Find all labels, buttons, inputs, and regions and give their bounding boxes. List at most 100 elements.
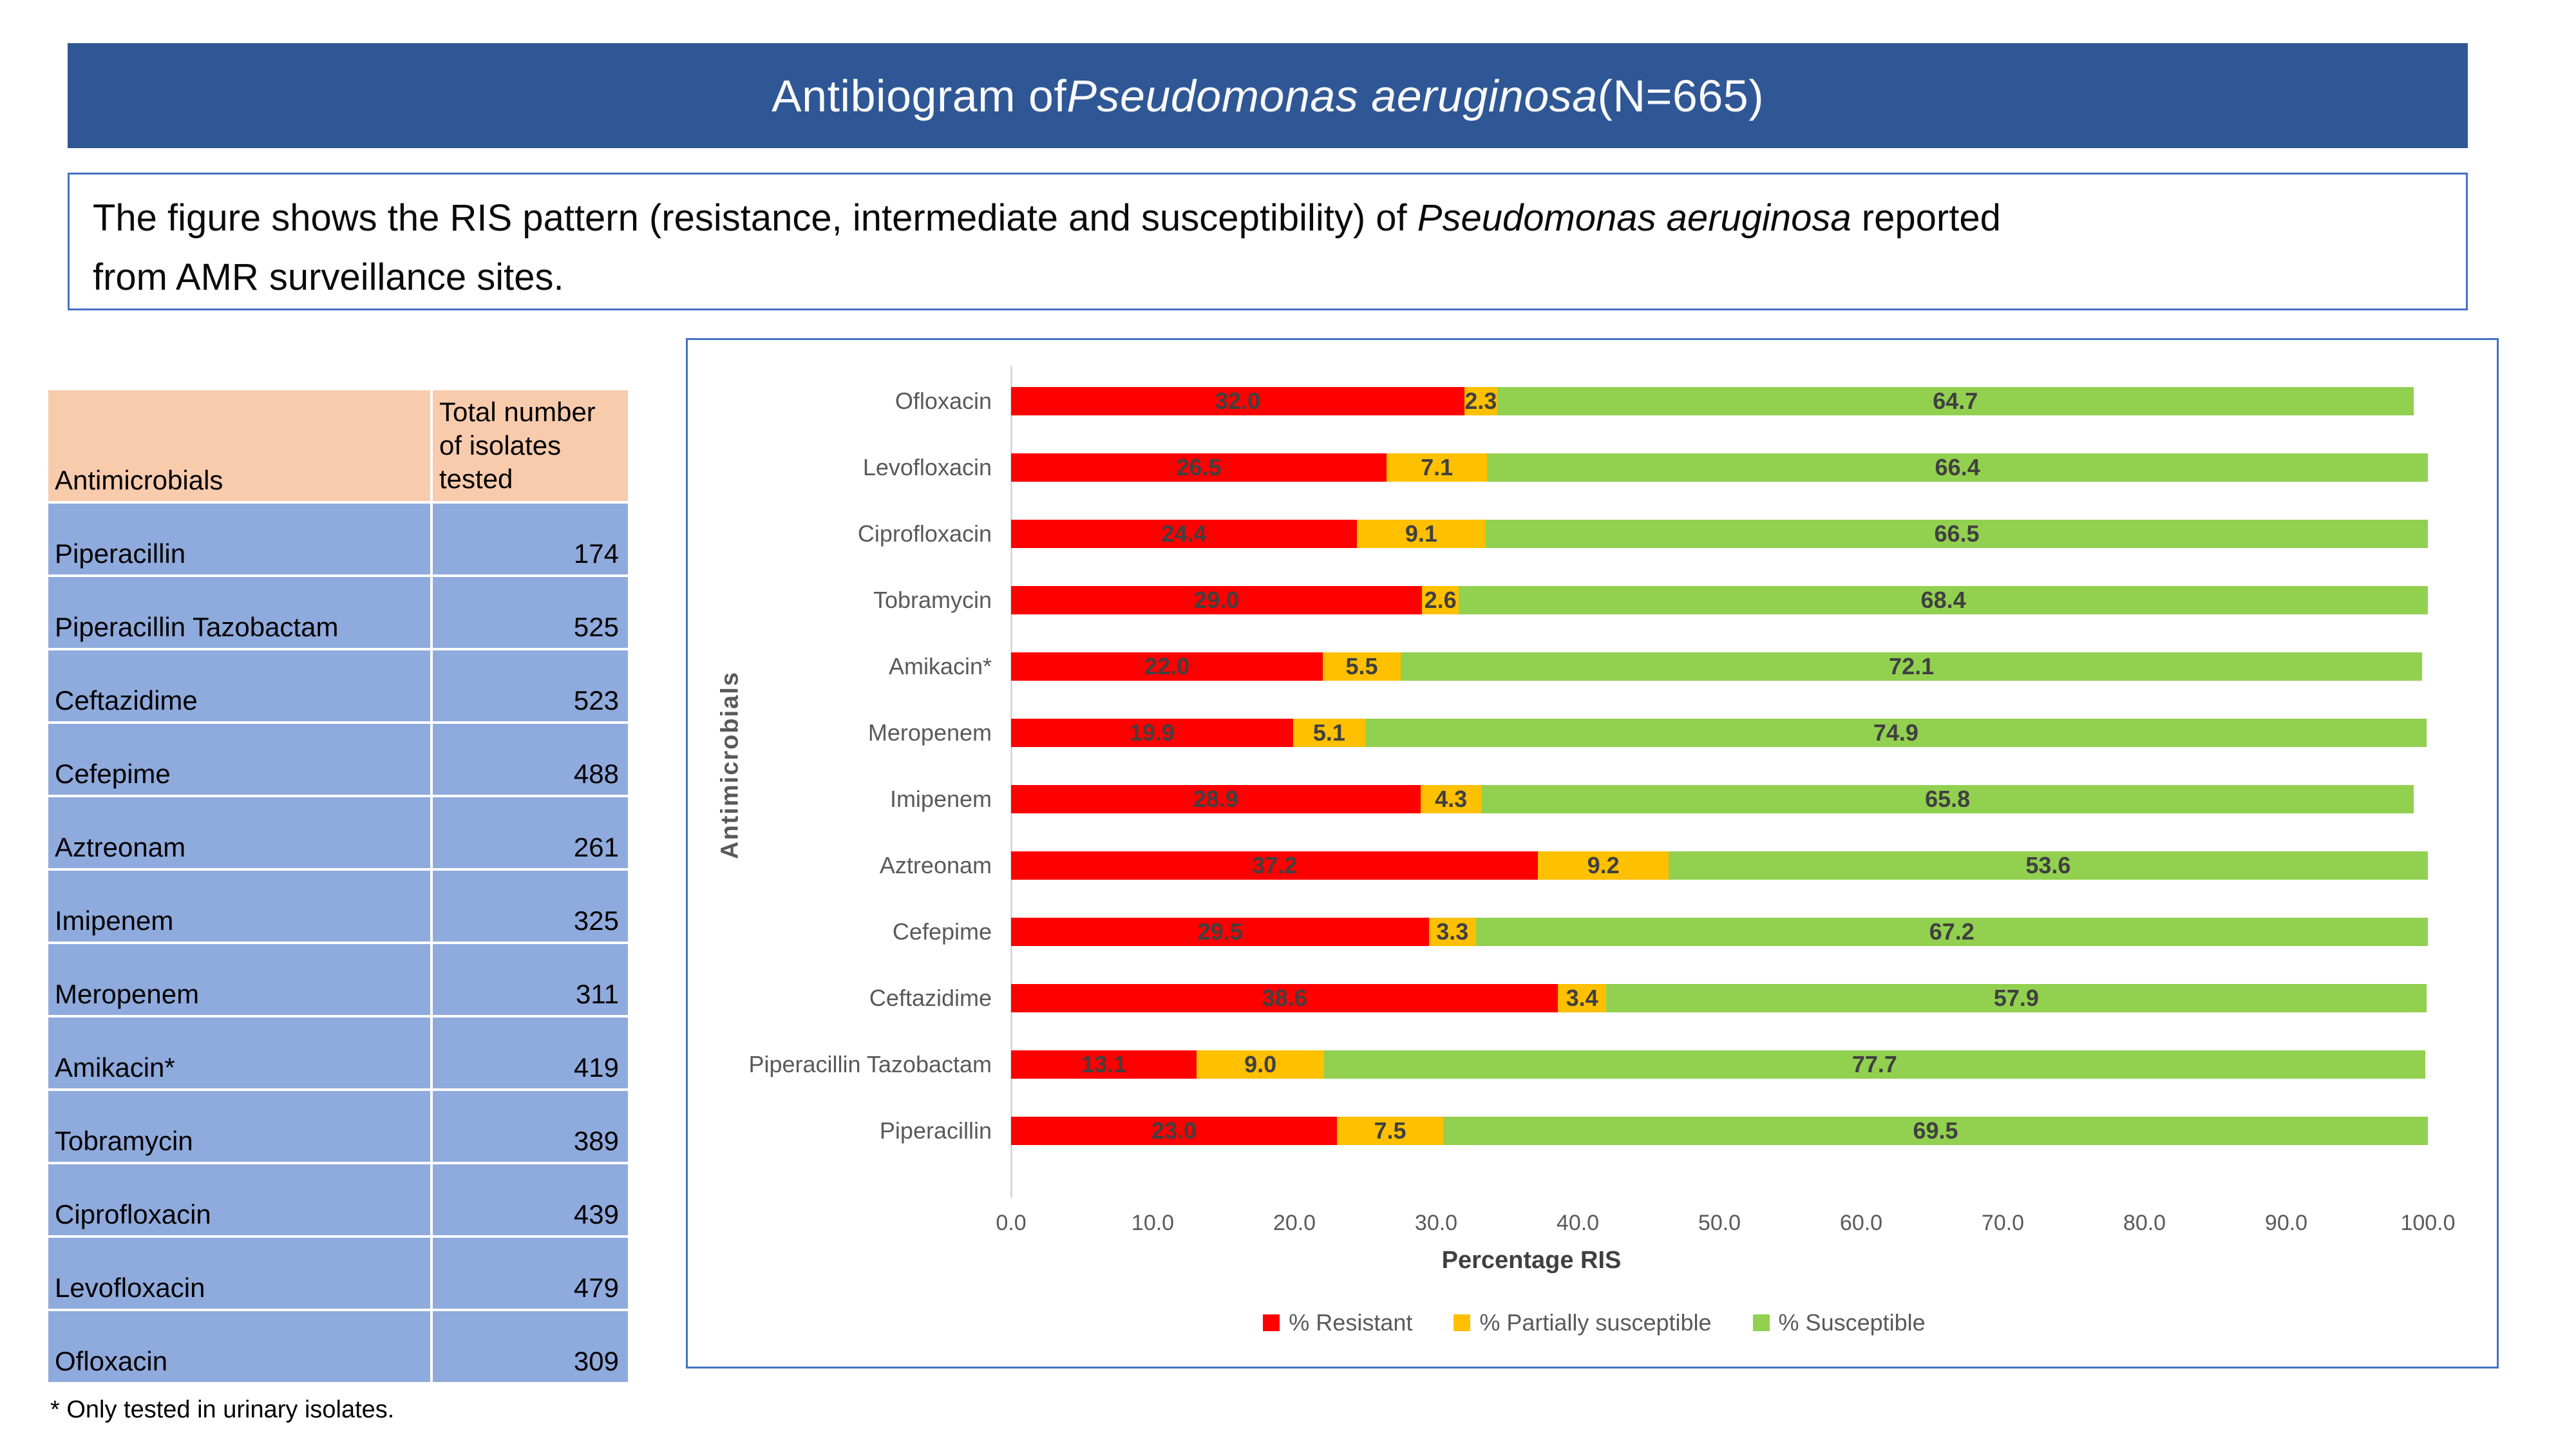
bar-segment-partially-susceptible: 2.3 [1464, 386, 1497, 415]
category-label: Piperacillin Tazobactam [748, 1050, 992, 1077]
x-tick-label: 70.0 [1981, 1211, 2025, 1235]
bar-segment-susceptible: 66.4 [1487, 453, 2428, 482]
antimicrobial-name-cell: Piperacillin Tazobactam [48, 577, 430, 648]
table-row: Cefepime 488 [48, 724, 628, 795]
isolate-count-cell: 389 [433, 1091, 628, 1162]
bar-segment-susceptible: 69.5 [1443, 1116, 2428, 1145]
x-tick-label: 20.0 [1273, 1211, 1316, 1235]
bar-value-label: 22.0 [1144, 652, 1190, 679]
bar-value-label: 28.9 [1193, 785, 1238, 812]
antibiogram-chart: Antimicrobials Ofloxacin 32.0 2.3 64.7 Levof… [686, 338, 2499, 1368]
antimicrobial-name-cell: Piperacillin [48, 504, 430, 574]
category-label: Amikacin* [888, 652, 992, 679]
chart-bar-row: Tobramycin 29.0 2.6 68.4 [688, 567, 2501, 633]
category-label: Tobramycin [873, 586, 992, 613]
bar-value-label: 26.5 [1176, 453, 1222, 480]
bar-value-label: 66.5 [1934, 520, 1980, 547]
y-axis-line [1010, 366, 1012, 1198]
bar-segment-resistant: 24.4 [1011, 519, 1357, 548]
table-row: Levofloxacin 479 [48, 1238, 628, 1309]
description-line2: from AMR surveillance sites. [93, 256, 564, 298]
bar-track: 29.5 3.3 67.2 [1011, 917, 2428, 946]
x-tick-label: 0.0 [996, 1211, 1027, 1235]
antimicrobial-name-cell: Ceftazidime [48, 650, 430, 721]
bar-value-label: 57.9 [1993, 984, 2039, 1011]
table-row: Piperacillin Tazobactam 525 [48, 577, 628, 648]
chart-bar-row: Aztreonam 37.2 9.2 53.6 [688, 832, 2501, 898]
chart-bar-row: Ceftazidime 38.6 3.4 57.9 [688, 965, 2501, 1031]
bar-track: 13.1 9.0 77.7 [1011, 1050, 2428, 1079]
isolate-count-cell: 525 [433, 577, 628, 648]
category-label: Piperacillin [879, 1117, 992, 1144]
bar-segment-resistant: 29.5 [1011, 917, 1429, 946]
x-axis-ticks: 0.0 10.0 20.0 30.0 40.0 50.0 60.0 70.0 80.0 90.0 1… [688, 1211, 2501, 1239]
bar-segment-susceptible: 57.9 [1605, 983, 2427, 1012]
table-header-row: Antimicrobials Total number of isolates … [48, 390, 628, 501]
bar-segment-partially-susceptible: 9.2 [1538, 851, 1669, 880]
description-box: The figure shows the RIS pattern (resist… [68, 173, 2468, 310]
bar-value-label: 2.3 [1464, 387, 1497, 414]
bar-track: 32.0 2.3 64.7 [1011, 386, 2428, 415]
bar-segment-partially-susceptible: 9.1 [1356, 519, 1486, 548]
isolate-count-cell: 439 [433, 1164, 628, 1235]
bar-value-label: 5.5 [1345, 652, 1378, 679]
bar-value-label: 74.9 [1873, 719, 1918, 746]
title-bar: Antibiogram of Pseudomonas aeruginosa (N… [68, 43, 2468, 148]
bar-value-label: 77.7 [1852, 1050, 1897, 1077]
bar-value-label: 37.2 [1252, 851, 1298, 878]
isolate-count-cell: 311 [433, 944, 628, 1015]
antimicrobial-name-cell: Aztreonam [48, 797, 430, 868]
category-label: Ciprofloxacin [857, 520, 992, 547]
table-row: Aztreonam 261 [48, 797, 628, 868]
bar-segment-susceptible: 66.5 [1485, 519, 2428, 548]
bar-segment-resistant: 38.6 [1011, 983, 1558, 1012]
x-tick-label: 30.0 [1414, 1211, 1458, 1235]
table-row: Piperacillin 174 [48, 504, 628, 574]
isolate-count-cell: 488 [433, 724, 628, 795]
chart-bar-row: Ofloxacin 32.0 2.3 64.7 [688, 368, 2501, 434]
x-tick-label: 60.0 [1839, 1211, 1883, 1235]
chart-bar-row: Levofloxacin 26.5 7.1 66.4 [688, 434, 2501, 500]
bar-value-label: 13.1 [1081, 1050, 1127, 1077]
table-body: Piperacillin 174 Piperacillin Tazobactam 52… [48, 504, 628, 1382]
isolates-table: Antimicrobials Total number of isolates … [48, 390, 628, 1385]
chart-bar-row: Meropenem 19.9 5.1 74.9 [688, 699, 2501, 766]
footnote: * Only tested in urinary isolates. [50, 1396, 395, 1423]
bar-segment-resistant: 32.0 [1011, 386, 1464, 415]
bar-value-label: 29.0 [1193, 586, 1240, 613]
bar-segment-partially-susceptible: 7.5 [1337, 1116, 1443, 1145]
chart-legend: % Resistant % Partially susceptible % Susc… [688, 1309, 2501, 1336]
bar-value-label: 9.1 [1405, 520, 1437, 547]
bar-segment-resistant: 29.0 [1011, 585, 1422, 614]
bar-segment-partially-susceptible: 2.6 [1422, 585, 1459, 614]
isolate-count-cell: 479 [433, 1238, 628, 1309]
bar-segment-susceptible: 77.7 [1324, 1050, 2425, 1079]
bar-segment-resistant: 19.9 [1011, 718, 1293, 747]
title-prefix: Antibiogram of [771, 70, 1067, 121]
antimicrobial-name-cell: Cefepime [48, 724, 430, 795]
bar-segment-partially-susceptible: 5.1 [1293, 718, 1365, 747]
chart-bar-row: Amikacin* 22.0 5.5 72.1 [688, 633, 2501, 699]
bar-value-label: 4.3 [1435, 785, 1468, 812]
bar-value-label: 9.2 [1587, 851, 1620, 878]
antimicrobial-name-cell: Ciprofloxacin [48, 1164, 430, 1235]
bar-value-label: 19.9 [1129, 719, 1175, 746]
bar-track: 23.0 7.5 69.5 [1011, 1116, 2428, 1145]
description-species-italic: Pseudomonas aeruginosa [1417, 197, 1852, 239]
antimicrobial-name-cell: Meropenem [48, 944, 430, 1015]
category-label: Imipenem [889, 785, 992, 812]
table-row: Ofloxacin 309 [48, 1311, 628, 1382]
x-tick-label: 80.0 [2123, 1211, 2166, 1235]
table-header-isolates: Total number of isolates tested [433, 390, 628, 501]
antimicrobial-name-cell: Imipenem [48, 871, 430, 942]
bar-segment-susceptible: 67.2 [1475, 917, 2428, 946]
bar-segment-resistant: 26.5 [1011, 453, 1387, 482]
bar-track: 19.9 5.1 74.9 [1011, 718, 2428, 747]
bar-value-label: 32.0 [1215, 387, 1261, 414]
legend-label: % Susceptible [1778, 1309, 1926, 1336]
bar-segment-susceptible: 64.7 [1497, 386, 2414, 415]
bar-value-label: 29.5 [1197, 918, 1243, 945]
bar-value-label: 65.8 [1925, 785, 1971, 812]
bar-segment-partially-susceptible: 5.5 [1323, 652, 1401, 681]
table-row: Ciprofloxacin 439 [48, 1164, 628, 1235]
